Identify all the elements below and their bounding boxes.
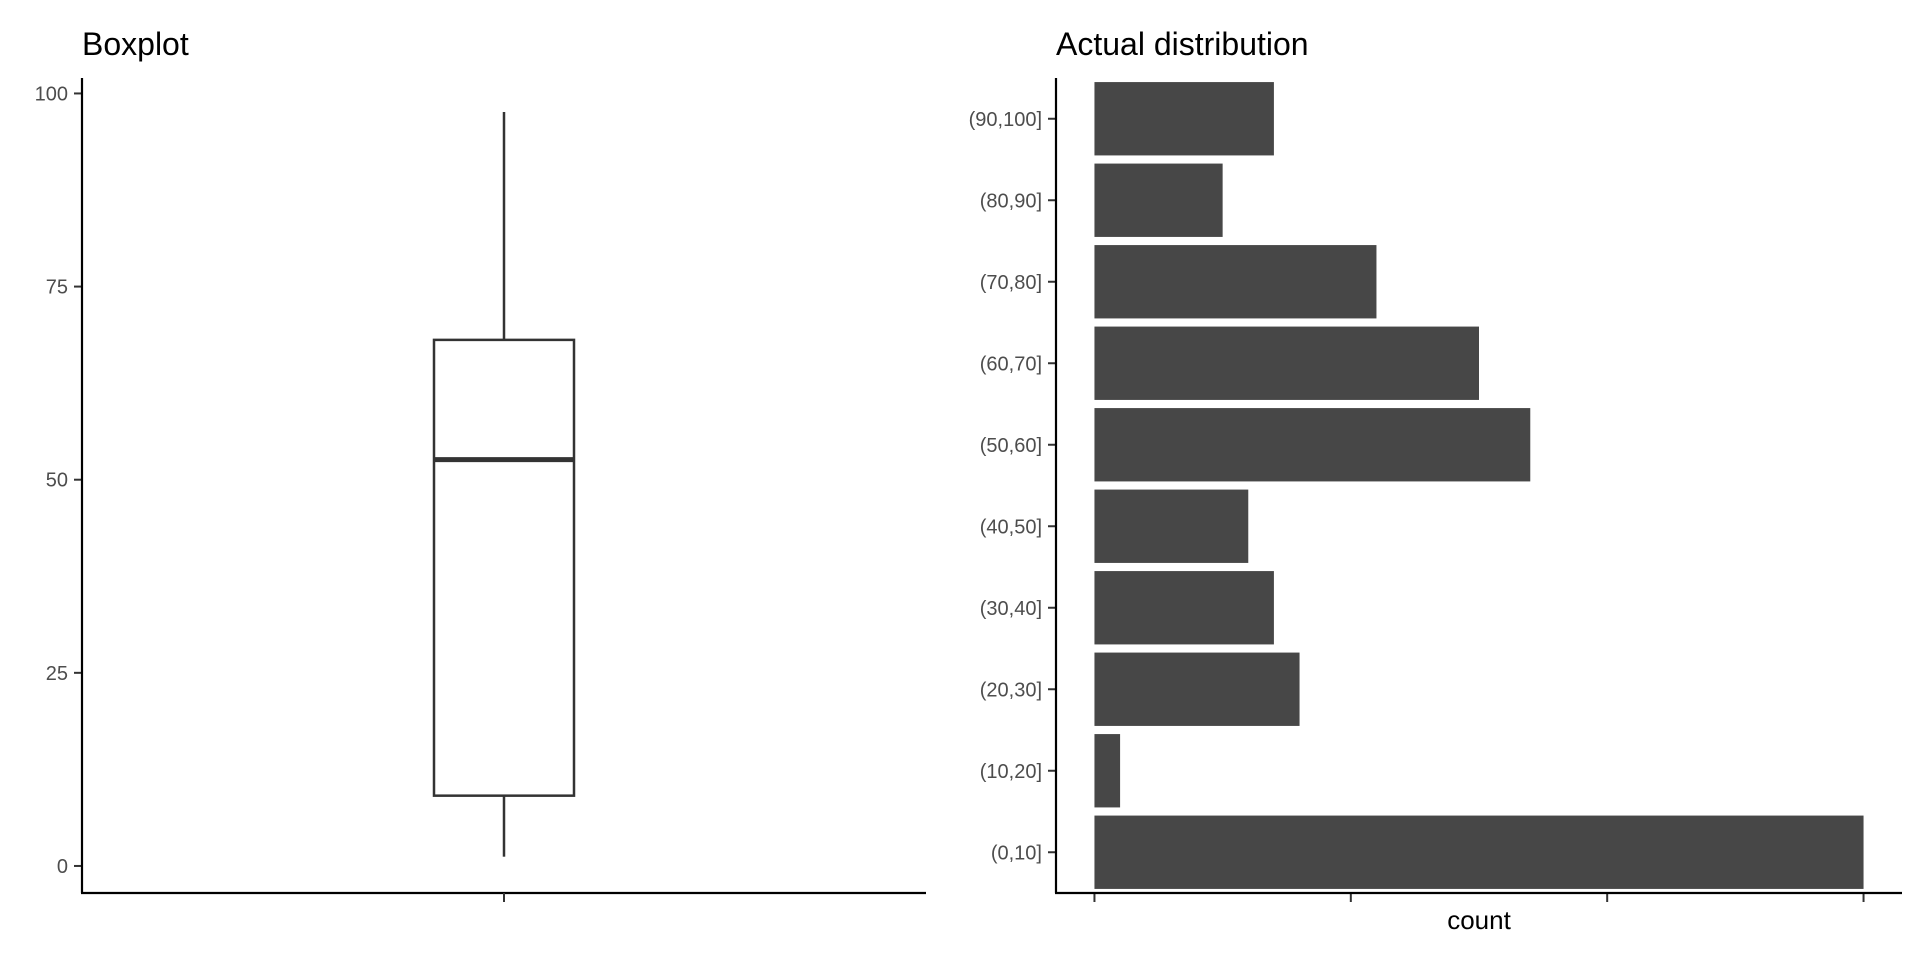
histogram-bar xyxy=(1094,326,1479,400)
boxplot-body xyxy=(432,111,576,857)
boxplot-y-tick-label: 75 xyxy=(46,277,68,299)
distribution-title: Actual distribution xyxy=(1056,26,1309,62)
histogram-bar xyxy=(1094,489,1249,563)
histogram-bar xyxy=(1094,245,1377,319)
histogram-bar xyxy=(1094,408,1531,482)
iqr-box xyxy=(432,338,576,797)
distribution-y-tick-label: (30,40] xyxy=(980,598,1042,620)
histogram-bar xyxy=(1094,815,1864,889)
distribution-y-ticks: (0,10] (10,20] (20,30] (30,40] (40,50] (50,60… xyxy=(969,109,1056,864)
distribution-y-tick-label: (10,20] xyxy=(980,761,1042,783)
histogram-bar xyxy=(1094,652,1300,726)
boxplot-y-tick-label: 25 xyxy=(46,663,68,685)
distribution-y-tick-label: (20,30] xyxy=(980,679,1042,701)
distribution-y-tick-label: (40,50] xyxy=(980,516,1042,538)
distribution-bars xyxy=(1094,82,1864,889)
distribution-x-ticks xyxy=(1093,893,1865,902)
distribution-y-tick-label: (0,10] xyxy=(991,842,1042,864)
boxplot-y-tick-label: 50 xyxy=(46,470,68,492)
distribution-y-tick-label: (70,80] xyxy=(980,272,1042,294)
boxplot-title: Boxplot xyxy=(82,26,189,62)
boxplot-y-tick-label: 100 xyxy=(35,83,68,105)
distribution-panel: Actual distribution (0,10] (10,20] (20,30]… xyxy=(969,26,1902,935)
histogram-bar xyxy=(1094,82,1274,156)
histogram-bar xyxy=(1094,571,1274,645)
distribution-y-tick-label: (90,100] xyxy=(969,109,1042,131)
boxplot-y-tick-label: 0 xyxy=(57,856,68,878)
distribution-x-axis-title: count xyxy=(1447,905,1511,935)
histogram-bar xyxy=(1094,163,1223,237)
distribution-y-tick-label: (80,90] xyxy=(980,190,1042,212)
boxplot-panel: Boxplot 0 25 50 75 100 xyxy=(35,26,926,902)
distribution-y-tick-label: (50,60] xyxy=(980,435,1042,457)
distribution-y-tick-label: (60,70] xyxy=(980,353,1042,375)
boxplot-y-ticks: 0 25 50 75 100 xyxy=(35,83,82,878)
histogram-bar xyxy=(1094,734,1121,808)
